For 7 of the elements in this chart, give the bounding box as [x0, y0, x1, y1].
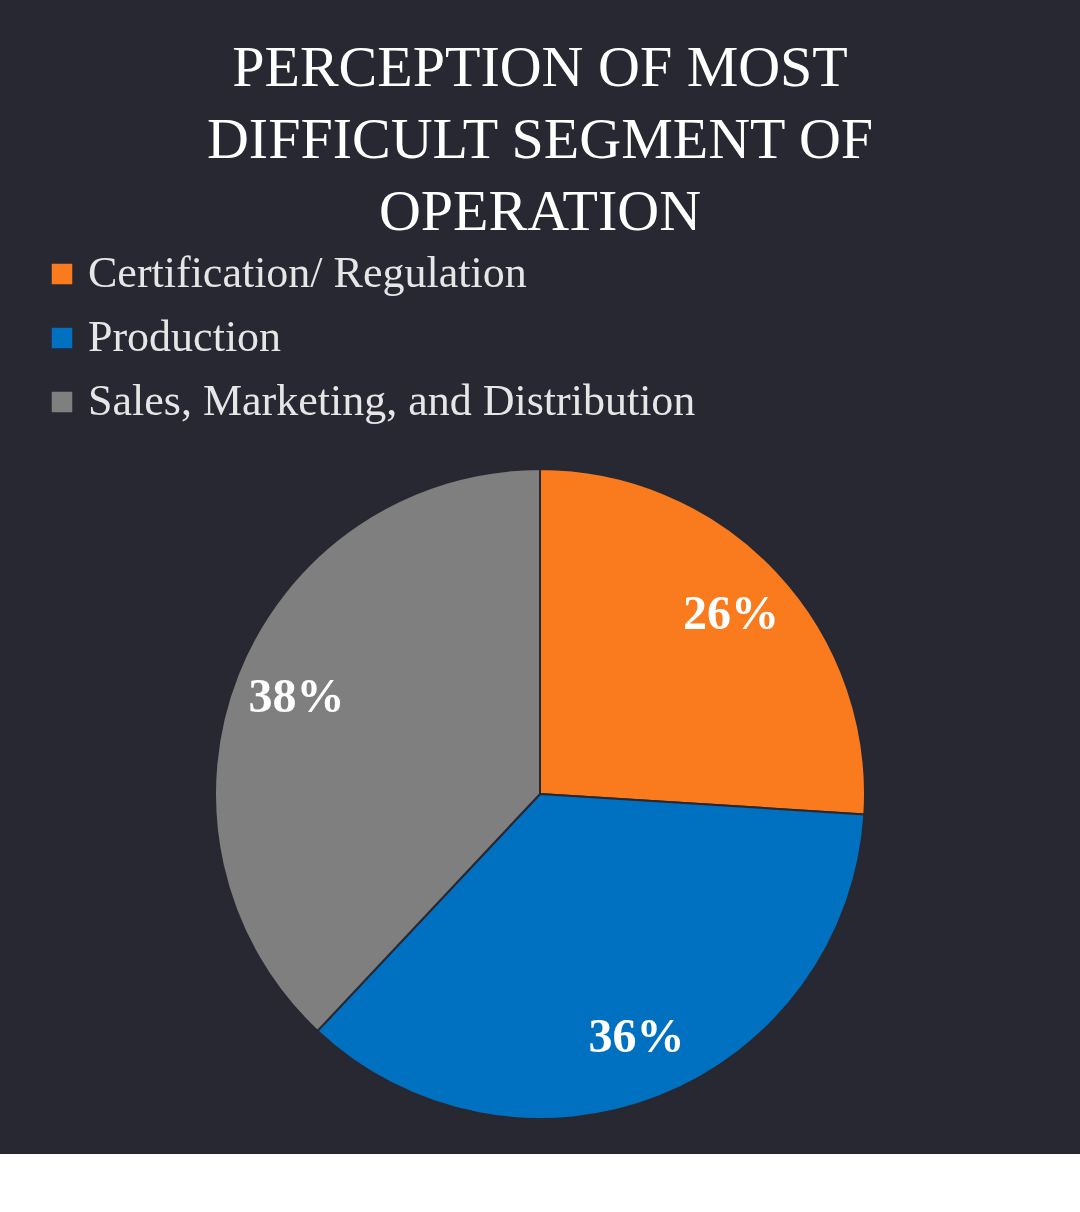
chart-title: PERCEPTION OF MOST DIFFICULT SEGMENT OF OPERATION [206, 34, 874, 243]
legend-label: Certification/ Regulation [88, 248, 527, 297]
legend-label: Production [88, 312, 282, 361]
legend-label: Sales, Marketing, and Distribution [88, 376, 696, 425]
data-label: 38% [248, 668, 345, 722]
data-label: 36% [588, 1008, 685, 1062]
data-label: 26% [682, 585, 779, 639]
